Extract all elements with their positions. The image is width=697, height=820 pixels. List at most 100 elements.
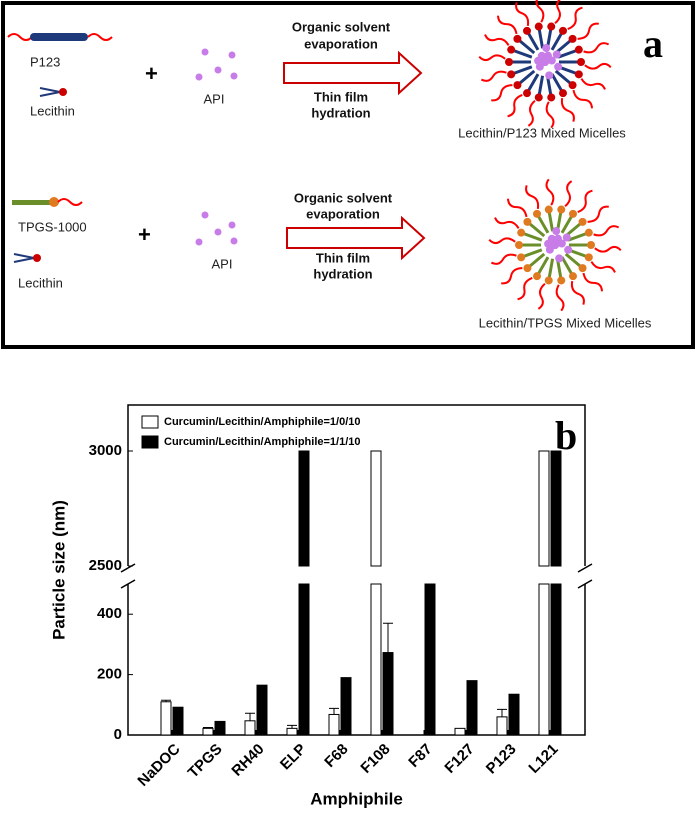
micelle-chain bbox=[567, 231, 588, 242]
process-arrow bbox=[283, 50, 423, 96]
bar bbox=[214, 720, 226, 736]
axis-break bbox=[577, 579, 593, 589]
legend-swatch bbox=[141, 415, 159, 429]
micelle-head bbox=[547, 93, 556, 102]
micelle-head bbox=[574, 45, 583, 54]
bar bbox=[340, 677, 352, 736]
x-tick-label: F68 bbox=[321, 741, 351, 771]
x-tick-label: NaDOC bbox=[134, 741, 183, 790]
plus: + bbox=[138, 222, 151, 247]
micelle-head bbox=[557, 276, 566, 285]
micelle-head bbox=[568, 34, 577, 43]
micelle-tail bbox=[594, 245, 622, 253]
x-tick-label: P123 bbox=[483, 741, 520, 778]
micelle-head bbox=[523, 217, 532, 226]
lecithin-icon bbox=[39, 87, 61, 97]
micelle-head bbox=[547, 22, 556, 31]
micelle-tail bbox=[488, 237, 516, 245]
bar bbox=[466, 680, 478, 736]
error-bar bbox=[383, 622, 393, 653]
label: API bbox=[212, 256, 233, 271]
micelle-tail bbox=[572, 89, 594, 109]
arrow-text: evaporation bbox=[306, 206, 380, 221]
micelle-chain bbox=[522, 231, 543, 242]
micelle-tail bbox=[527, 99, 536, 127]
process-arrow bbox=[286, 215, 426, 261]
micelle-chain bbox=[527, 252, 546, 269]
x-tick-label: F87 bbox=[405, 741, 435, 771]
micelle-core bbox=[557, 239, 566, 248]
bar bbox=[244, 720, 256, 736]
micelle-tail bbox=[478, 54, 506, 62]
micelle-tail bbox=[545, 101, 555, 129]
x-tick-label: ELP bbox=[277, 741, 310, 774]
lecithin-head bbox=[33, 254, 41, 262]
y-tick-label: 400 bbox=[97, 605, 122, 622]
x-tick-label: F108 bbox=[357, 741, 393, 777]
micelle-head bbox=[523, 264, 532, 273]
lecithin-head bbox=[59, 88, 67, 96]
bar bbox=[370, 450, 382, 567]
bar bbox=[424, 583, 436, 736]
micelle-core bbox=[555, 254, 564, 263]
micelle-tail bbox=[490, 253, 517, 265]
micelle-tail bbox=[587, 205, 609, 223]
panel-label: b bbox=[555, 413, 577, 458]
arrow-text: Thin film bbox=[314, 89, 368, 104]
bar bbox=[172, 706, 184, 736]
bar bbox=[550, 583, 562, 736]
micelle-tail bbox=[491, 84, 513, 102]
micelle-head bbox=[587, 241, 595, 249]
bar bbox=[538, 450, 550, 567]
micelle-tail bbox=[545, 178, 555, 206]
micelle-tail bbox=[494, 217, 520, 229]
micelle-chain bbox=[560, 214, 574, 234]
axis-break bbox=[120, 563, 136, 573]
error-bar bbox=[497, 708, 507, 717]
micelle-tail bbox=[517, 276, 533, 301]
micelle-chain bbox=[517, 38, 536, 55]
tpgs-head bbox=[49, 197, 59, 207]
x-tick-label: L121 bbox=[525, 741, 561, 777]
micelle-chain bbox=[527, 221, 546, 238]
micelle-tail bbox=[580, 78, 606, 90]
bar bbox=[370, 583, 382, 736]
micelle-core bbox=[542, 44, 551, 53]
micelle-core bbox=[547, 56, 556, 65]
micelle-head bbox=[574, 70, 583, 79]
arrow-text: hydration bbox=[311, 105, 370, 120]
bar bbox=[328, 713, 340, 736]
micelle-core bbox=[554, 62, 563, 71]
micelle-tail bbox=[506, 198, 528, 218]
bar bbox=[298, 583, 310, 736]
tpgs-tail bbox=[57, 198, 83, 206]
legend-label: Curcumin/Lecithin/Amphiphile=1/1/10 bbox=[164, 436, 361, 448]
x-tick-label: F127 bbox=[441, 741, 477, 777]
x-tick-label: TPGS bbox=[185, 741, 226, 782]
plus: + bbox=[145, 61, 158, 86]
micelle-tail bbox=[507, 93, 523, 118]
micelle-chain bbox=[512, 65, 533, 76]
arrow-text: Organic solvent bbox=[292, 19, 391, 34]
micelle-head bbox=[505, 58, 513, 66]
micelle-head bbox=[578, 264, 587, 273]
label: Lecithin/P123 Mixed Micelles bbox=[458, 125, 626, 140]
micelle-head bbox=[533, 209, 541, 218]
lecithin-icon bbox=[13, 253, 35, 263]
micelle-head bbox=[569, 272, 577, 281]
chart: 0 200 400 2500 3000 Particle size (nm) Amphiph… bbox=[49, 404, 593, 808]
micelle-core bbox=[545, 71, 554, 80]
panel-a: P123 Lecithin + API Organic solvent evap… bbox=[7, 0, 663, 330]
micelle-tail bbox=[593, 225, 620, 237]
error-bar bbox=[161, 699, 171, 702]
y-tick-label: 2500 bbox=[89, 557, 122, 574]
micelle-chain bbox=[537, 28, 545, 49]
micelle-tail bbox=[537, 282, 546, 310]
micelle-core bbox=[541, 58, 549, 66]
micelle-head bbox=[517, 228, 526, 237]
micelle-tail bbox=[525, 185, 540, 210]
axis-break bbox=[120, 579, 136, 589]
micelle-head bbox=[559, 26, 567, 35]
panel-label: a bbox=[643, 21, 663, 66]
